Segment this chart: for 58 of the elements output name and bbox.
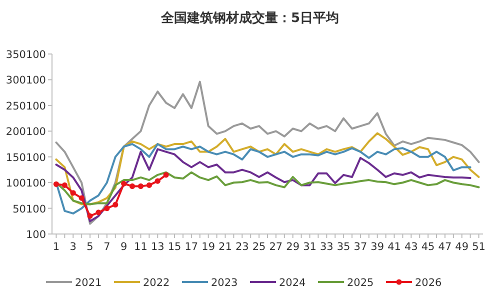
point bbox=[121, 180, 127, 186]
line-series bbox=[55, 132, 480, 206]
point bbox=[78, 195, 84, 201]
x-tick-label: 41 bbox=[388, 241, 401, 253]
x-tick-label: 11 bbox=[134, 241, 148, 253]
point bbox=[129, 183, 136, 190]
y-tick-label: 300100 bbox=[6, 74, 46, 87]
x-tick-label: 49 bbox=[455, 241, 469, 253]
x-tick-label: 35 bbox=[336, 241, 350, 253]
x-tick-label: 5 bbox=[86, 241, 94, 253]
x-tick-label: 23 bbox=[235, 241, 249, 253]
legend-label: 2022 bbox=[143, 277, 170, 289]
legend-label: 2024 bbox=[279, 277, 306, 289]
x-tick-label: 17 bbox=[184, 241, 198, 253]
point bbox=[62, 182, 68, 188]
point bbox=[163, 172, 169, 178]
x-tick-label: 37 bbox=[354, 241, 368, 253]
x-tick-label: 21 bbox=[218, 241, 232, 253]
legend-label: 2025 bbox=[347, 277, 374, 289]
point bbox=[96, 210, 102, 216]
x-tick-label: 31 bbox=[303, 241, 316, 253]
x-tick-label: 13 bbox=[150, 241, 164, 253]
point bbox=[138, 183, 144, 190]
x-tick-label: 9 bbox=[120, 241, 128, 253]
y-tick-label: 350100 bbox=[6, 49, 46, 61]
y-tick-label: 150100 bbox=[6, 152, 46, 164]
chart-title: 全国建筑钢材成交量：5日平均 bbox=[160, 10, 340, 26]
legend-label: 2021 bbox=[75, 277, 102, 289]
x-tick-label: 7 bbox=[104, 241, 110, 253]
y-tick-label: 200100 bbox=[6, 126, 46, 138]
x-tick-label: 25 bbox=[252, 241, 266, 253]
y-tick-label: 250100 bbox=[6, 100, 46, 112]
point bbox=[146, 182, 152, 188]
x-tick-label: 43 bbox=[404, 241, 418, 253]
x-tick-label: 47 bbox=[438, 241, 452, 253]
x-tick-label: 3 bbox=[70, 241, 76, 253]
legend-label: 2026 bbox=[415, 277, 442, 289]
line-series bbox=[55, 148, 472, 222]
point bbox=[112, 202, 118, 208]
x-tick-label: 15 bbox=[168, 241, 182, 253]
x-tick-label: 1 bbox=[52, 241, 60, 253]
y-tick-label: 100 bbox=[26, 229, 46, 241]
point bbox=[53, 181, 60, 187]
point bbox=[104, 206, 110, 212]
point bbox=[87, 213, 93, 219]
x-tick-label: 39 bbox=[370, 241, 384, 253]
point bbox=[70, 190, 76, 196]
x-tick-label: 51 bbox=[472, 241, 486, 253]
line-series bbox=[55, 80, 480, 225]
legend-label: 2023 bbox=[211, 277, 238, 289]
point bbox=[154, 178, 160, 184]
x-tick-label: 45 bbox=[421, 241, 435, 253]
x-tick-label: 29 bbox=[286, 241, 300, 253]
x-tick-label: 33 bbox=[320, 241, 334, 253]
x-tick-label: 19 bbox=[202, 241, 216, 253]
y-tick-label: 50100 bbox=[12, 203, 46, 216]
y-tick-label: 100100 bbox=[6, 178, 46, 190]
x-tick-label: 27 bbox=[269, 241, 283, 253]
